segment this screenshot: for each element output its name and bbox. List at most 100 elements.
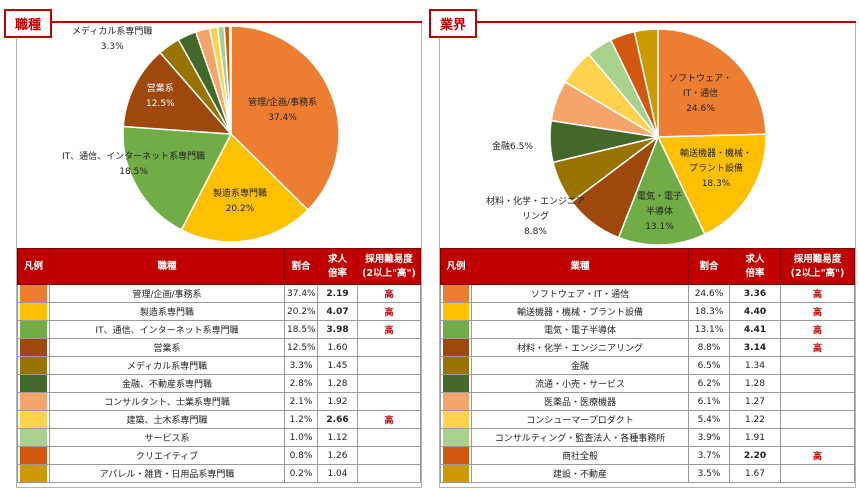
legend-swatch [17, 464, 50, 483]
right-pie-label-3-name-b: リング [522, 212, 550, 222]
row-ratio: 1.22 [729, 410, 781, 429]
legend-swatch [440, 284, 472, 303]
legend-swatch-fill [443, 303, 469, 320]
left-title-line [16, 21, 422, 23]
left-header-share: 割合 [284, 248, 318, 285]
table-row: 金融、不動産系専門職 2.8% 1.28 [17, 374, 421, 393]
legend-swatch [17, 428, 50, 447]
left-pie-label-4-name: メディカル系専門職 [72, 27, 153, 37]
row-name: ソフトウェア・IT・通信 [471, 284, 689, 303]
right-header-ratio-line2: 倍率 [745, 267, 765, 279]
row-share: 3.7% [688, 446, 730, 465]
left-table-header: 凡例 職種 割合 求人 倍率 採用難易度 (2以上"高") [17, 248, 421, 285]
right-pie-label-1-name-b: プラント設備 [689, 164, 744, 174]
right-table: 凡例 業種 割合 求人 倍率 採用難易度 (2以上"高") ソフトウェア・IT・… [440, 248, 855, 483]
row-ratio: 1.12 [317, 428, 358, 447]
row-share: 1.2% [284, 410, 318, 429]
row-difficulty [780, 392, 855, 411]
row-difficulty [780, 428, 855, 447]
legend-swatch-fill [20, 357, 47, 374]
legend-swatch [440, 392, 472, 411]
row-difficulty [357, 464, 421, 483]
legend-swatch [440, 320, 472, 339]
legend-swatch [17, 302, 50, 321]
row-difficulty [780, 374, 855, 393]
right-pie-label-0-name-b: IT・通信 [682, 89, 719, 99]
right-pie-label-2: 電気・電子 半導体 13.1% [637, 190, 682, 235]
table-row: IT、通信、インターネット系専門職 18.5% 3.98 高 [17, 320, 421, 339]
table-row: 金融 6.5% 1.34 [440, 356, 855, 375]
row-share: 6.5% [688, 356, 730, 375]
row-ratio: 4.41 [729, 320, 781, 339]
right-header-ratio: 求人 倍率 [729, 248, 781, 285]
row-name: 建築、土木系専門職 [49, 410, 285, 429]
row-name: IT、通信、インターネット系専門職 [49, 320, 285, 339]
row-ratio: 2.20 [729, 446, 781, 465]
legend-swatch [440, 374, 472, 393]
legend-swatch [440, 446, 472, 465]
table-row: アパレル・雑貨・日用品系専門職 0.2% 1.04 [17, 464, 421, 483]
row-name: 電気・電子半導体 [471, 320, 689, 339]
table-row: 管理/企画/事務系 37.4% 2.19 高 [17, 284, 421, 303]
row-name: アパレル・雑貨・日用品系専門職 [49, 464, 285, 483]
legend-swatch [440, 464, 472, 483]
legend-swatch-fill [20, 303, 47, 320]
legend-swatch-fill [20, 339, 47, 356]
row-difficulty: 高 [780, 446, 855, 465]
left-panel-tag: 職種 [4, 9, 53, 38]
legend-swatch-fill [443, 375, 469, 392]
row-name: 材料・化学・エンジニアリング [471, 338, 689, 357]
right-table-header: 凡例 業種 割合 求人 倍率 採用難易度 (2以上"高") [440, 248, 855, 285]
row-share: 2.1% [284, 392, 318, 411]
row-ratio: 1.67 [729, 464, 781, 483]
table-row: サービス系 1.0% 1.12 [17, 428, 421, 447]
legend-swatch [440, 428, 472, 447]
row-difficulty [357, 428, 421, 447]
row-ratio: 1.34 [729, 356, 781, 375]
legend-swatch [17, 446, 50, 465]
right-pie-label-1-name-a: 輸送機器・機械・ [680, 149, 753, 159]
legend-swatch-fill [20, 429, 47, 446]
table-row: 商社全般 3.7% 2.20 高 [440, 446, 855, 465]
left-header-ratio: 求人 倍率 [317, 248, 358, 285]
row-ratio: 1.45 [317, 356, 358, 375]
row-difficulty: 高 [357, 320, 421, 339]
left-pie-label-3-pct: 12.5% [146, 99, 175, 109]
table-row: 製造系専門職 20.2% 4.07 高 [17, 302, 421, 321]
left-header-category: 職種 [49, 248, 285, 285]
legend-swatch-fill [443, 411, 469, 428]
left-pie-label-2: IT、通信、インターネット系専門職 18.5% [62, 150, 205, 180]
left-header-difficulty: 採用難易度 (2以上"高") [357, 248, 421, 285]
right-header-difficulty-line2: (2以上"高") [790, 267, 845, 279]
legend-swatch [17, 410, 50, 429]
row-difficulty [357, 356, 421, 375]
row-name: メディカル系専門職 [49, 356, 285, 375]
row-name: クリエイティブ [49, 446, 285, 465]
legend-swatch [440, 338, 472, 357]
row-share: 6.2% [688, 374, 730, 393]
row-share: 3.9% [688, 428, 730, 447]
row-ratio: 1.27 [729, 392, 781, 411]
right-pie-label-3-name-a: 材料・化学・エンジニア [486, 197, 586, 207]
table-row: 建設・不動産 3.5% 1.67 [440, 464, 855, 483]
row-difficulty [357, 446, 421, 465]
row-ratio: 1.26 [317, 446, 358, 465]
left-pie-label-0-pct: 37.4% [268, 113, 297, 123]
left-pie-label-3: 営業系 12.5% [146, 82, 175, 112]
row-difficulty: 高 [780, 338, 855, 357]
legend-swatch-fill [20, 285, 47, 302]
legend-swatch-fill [20, 375, 47, 392]
legend-swatch-fill [443, 321, 469, 338]
row-share: 24.6% [688, 284, 730, 303]
table-row: クリエイティブ 0.8% 1.26 [17, 446, 421, 465]
row-difficulty: 高 [780, 284, 855, 303]
row-name: コンシューマープロダクト [471, 410, 689, 429]
legend-swatch [17, 356, 50, 375]
left-header-difficulty-line2: (2以上"高") [362, 267, 416, 279]
row-ratio: 4.40 [729, 302, 781, 321]
right-pie-label-4: 金融6.5% [492, 140, 533, 155]
right-pie-label-2-pct: 13.1% [645, 222, 674, 232]
row-share: 8.8% [688, 338, 730, 357]
row-share: 13.1% [688, 320, 730, 339]
right-pie-label-2-name-a: 電気・電子 [637, 192, 683, 202]
